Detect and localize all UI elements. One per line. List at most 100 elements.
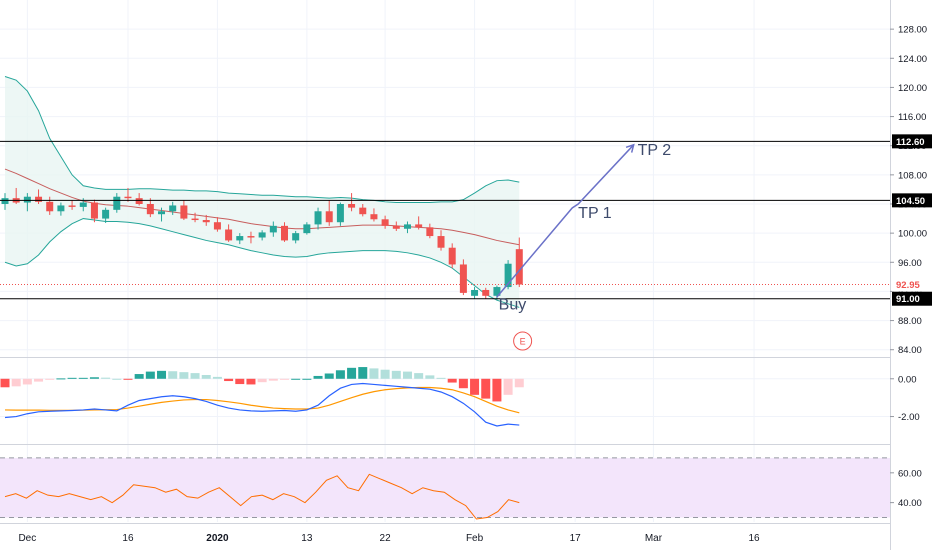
candle[interactable] bbox=[269, 221, 277, 237]
macd-histogram-bar bbox=[369, 368, 379, 379]
candle-body bbox=[314, 211, 322, 225]
level-price-badge[interactable]: 104.50 bbox=[892, 193, 932, 208]
arrowhead bbox=[625, 143, 635, 153]
candle-body bbox=[90, 202, 98, 219]
candle[interactable] bbox=[247, 231, 255, 244]
time-tick-label: 17 bbox=[570, 533, 582, 544]
candle[interactable] bbox=[493, 285, 501, 301]
candle[interactable] bbox=[314, 207, 322, 230]
candle[interactable] bbox=[146, 198, 154, 218]
earnings-event-marker[interactable]: E bbox=[513, 331, 533, 351]
candle[interactable] bbox=[68, 200, 76, 210]
macd-histogram-bar bbox=[123, 378, 133, 380]
candle-body bbox=[191, 218, 199, 221]
candle-body bbox=[292, 233, 300, 241]
candle-body bbox=[23, 196, 31, 203]
candle[interactable] bbox=[113, 193, 121, 213]
macd-histogram-bar bbox=[246, 378, 256, 385]
candle[interactable] bbox=[392, 221, 400, 231]
candle-body bbox=[225, 229, 233, 241]
rsi-band-fill bbox=[0, 457, 890, 518]
candle-body bbox=[158, 211, 166, 215]
candle[interactable] bbox=[35, 189, 43, 204]
candle[interactable] bbox=[57, 202, 65, 216]
macd-histogram-bar bbox=[168, 371, 178, 379]
candle[interactable] bbox=[359, 204, 367, 217]
candle[interactable] bbox=[169, 201, 177, 215]
candle[interactable] bbox=[370, 208, 378, 222]
candle[interactable] bbox=[102, 207, 110, 223]
candle[interactable] bbox=[515, 237, 523, 288]
time-tick-label: Feb bbox=[466, 533, 484, 544]
buy-label[interactable]: Buy bbox=[499, 296, 527, 313]
candle[interactable] bbox=[471, 287, 479, 299]
candle-body bbox=[1, 198, 9, 204]
candle[interactable] bbox=[448, 243, 456, 269]
candle[interactable] bbox=[191, 212, 199, 223]
projection-arrow[interactable] bbox=[496, 144, 635, 298]
last-price-badge[interactable]: 92.95 bbox=[892, 277, 932, 292]
candle[interactable] bbox=[225, 224, 233, 242]
badge-bg bbox=[892, 134, 932, 149]
macd-histogram-bar bbox=[190, 373, 200, 379]
candle[interactable] bbox=[23, 193, 31, 212]
badge-text: 104.50 bbox=[896, 196, 925, 207]
candle[interactable] bbox=[202, 214, 210, 226]
candle-body bbox=[146, 204, 154, 215]
candle[interactable] bbox=[180, 200, 188, 221]
candle[interactable] bbox=[1, 193, 9, 210]
macd-histogram-bar bbox=[11, 378, 21, 387]
candle[interactable] bbox=[292, 230, 300, 244]
candle[interactable] bbox=[303, 222, 311, 235]
candle[interactable] bbox=[381, 215, 389, 229]
candle[interactable] bbox=[437, 230, 445, 251]
candle[interactable] bbox=[124, 187, 132, 202]
rsi-pane[interactable] bbox=[0, 457, 890, 520]
candle-body bbox=[482, 289, 490, 296]
macd-histogram-bar bbox=[291, 378, 301, 380]
price-tick-label: 84.00 bbox=[898, 345, 922, 356]
candle[interactable] bbox=[415, 216, 423, 230]
bollinger-lower-line bbox=[4, 218, 520, 308]
candle[interactable] bbox=[482, 287, 490, 299]
candle[interactable] bbox=[348, 193, 356, 212]
candle-body bbox=[426, 227, 434, 237]
candle-body bbox=[504, 263, 512, 288]
price-pane[interactable]: TP 2 TP 1 Buy E bbox=[0, 76, 890, 445]
candle[interactable] bbox=[426, 223, 434, 239]
macd-histogram-bar bbox=[235, 378, 245, 385]
macd-histogram-bar bbox=[22, 378, 32, 385]
macd-histogram-bar bbox=[56, 378, 66, 380]
candle[interactable] bbox=[236, 233, 244, 245]
macd-pane[interactable] bbox=[0, 367, 890, 427]
candle[interactable] bbox=[325, 200, 333, 226]
level-price-badge[interactable]: 91.00 bbox=[892, 291, 932, 306]
candle[interactable] bbox=[459, 259, 467, 296]
candle[interactable] bbox=[336, 202, 344, 226]
candle[interactable] bbox=[90, 199, 98, 223]
bollinger-fill bbox=[5, 76, 520, 308]
tp2-label[interactable]: TP 2 bbox=[638, 142, 672, 159]
candle[interactable] bbox=[158, 207, 166, 222]
time-axis[interactable]: Dec 16 2020 13 22 Feb 17 Mar 16 bbox=[0, 523, 890, 551]
macd-histogram-bar bbox=[380, 369, 390, 379]
candle[interactable] bbox=[403, 221, 411, 234]
macd-histogram-bar bbox=[101, 377, 111, 379]
tp1-label[interactable]: TP 1 bbox=[578, 205, 612, 222]
macd-histogram-bar bbox=[481, 378, 491, 399]
candle[interactable] bbox=[258, 230, 266, 241]
candle[interactable] bbox=[46, 196, 54, 215]
candle[interactable] bbox=[213, 217, 221, 232]
price-axis[interactable]: 128.00124.00120.00116.00112.00108.00104.… bbox=[890, 0, 932, 550]
bollinger-basis-line bbox=[4, 168, 520, 246]
candle-body bbox=[213, 222, 221, 230]
candle[interactable] bbox=[281, 222, 288, 242]
candle-body bbox=[46, 201, 54, 212]
candle-body bbox=[135, 198, 143, 204]
candle[interactable] bbox=[135, 193, 143, 206]
level-price-badge[interactable]: 112.60 bbox=[892, 134, 932, 149]
macd-histogram-bar bbox=[112, 378, 122, 380]
macd-histogram-bar bbox=[302, 378, 312, 380]
